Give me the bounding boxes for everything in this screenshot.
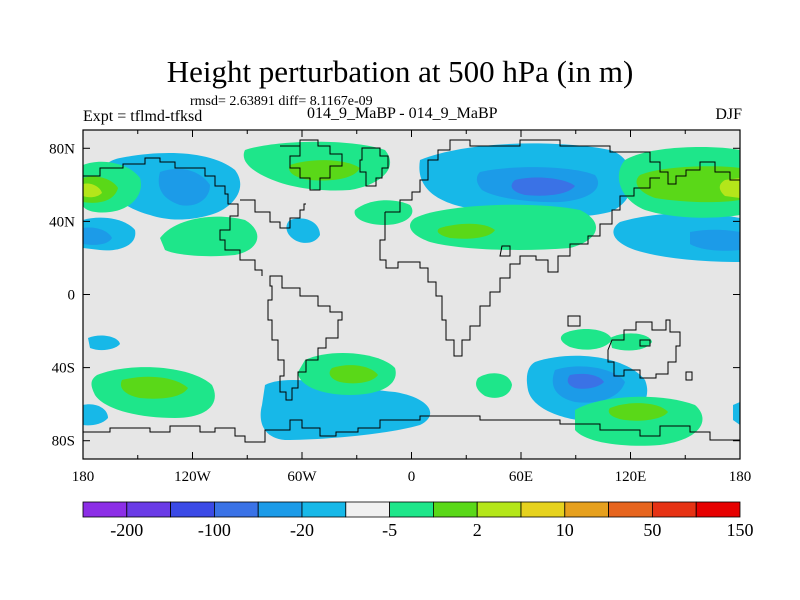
coastline: [639, 339, 651, 347]
colorbar-swatch: [257, 501, 303, 518]
lon-tick-label: 180: [729, 469, 752, 485]
lon-tick-label: 180: [72, 469, 95, 485]
colorbar-label: 10: [556, 520, 574, 540]
runs-label: 014_9_MaBP - 014_9_MaBP: [307, 105, 498, 122]
stats-line: rmsd= 2.63891 diff= 8.1167e-09: [190, 94, 373, 109]
anomaly-region: [511, 177, 575, 196]
coastline: [83, 157, 263, 276]
colorbar-swatch: [608, 501, 653, 518]
anomaly-region: [575, 396, 703, 446]
coastline: [359, 147, 389, 187]
coastline: [607, 319, 681, 379]
anomaly-region: [88, 335, 120, 351]
colorbar-label: 150: [727, 520, 754, 540]
colorbar-swatch: [389, 501, 434, 518]
lon-tick-label: 60W: [287, 469, 317, 485]
colorbar-swatch: [564, 501, 609, 518]
colorbar-label: -100: [198, 520, 231, 540]
axis-ticks: 80N 40N 0 40S 80S 180 120W 60W 0 60E 120E 180: [49, 130, 751, 485]
coastline: [567, 315, 581, 327]
plot-title: Height perturbation at 500 hPa (in m): [166, 54, 634, 89]
colorbar-swatch: [652, 501, 697, 518]
lat-tick-label: 80S: [52, 434, 75, 450]
season-label: DJF: [715, 106, 742, 123]
anomaly-region: [160, 216, 258, 257]
anomaly-region: [329, 365, 378, 384]
anomaly-region: [120, 376, 188, 399]
coastline: [385, 139, 740, 213]
lat-tick-label: 0: [68, 288, 76, 304]
lon-tick-label: 0: [408, 469, 416, 485]
lon-tick-label: 120W: [174, 469, 212, 485]
anomaly-region: [437, 223, 495, 239]
colorbar-label: -20: [290, 520, 314, 540]
lat-tick-label: 40N: [49, 214, 75, 230]
colorbar-swatch: [345, 501, 390, 518]
coastline: [499, 245, 511, 257]
experiment-label: Expt = tflmd-tfksd: [83, 108, 203, 125]
anomaly-region: [560, 329, 612, 350]
colorbar-swatch: [520, 501, 566, 518]
colorbar-label: -5: [382, 520, 397, 540]
colorbar-swatch: [301, 501, 347, 518]
lat-tick-label: 40S: [52, 361, 75, 377]
colorbar-swatch: [170, 501, 215, 518]
colorbar-label: 50: [643, 520, 661, 540]
colorbar-swatch: [213, 501, 259, 518]
anomaly-region: [613, 213, 740, 262]
coastline: [83, 415, 740, 443]
colorbar-swatch: [432, 501, 478, 518]
colorbar-swatch: [695, 501, 741, 518]
anomaly-region: [158, 168, 210, 206]
anomaly-region: [83, 404, 108, 426]
colorbar: -200 -100 -20 -5 2 10 50 150: [82, 501, 754, 540]
coastline: [240, 199, 306, 229]
lon-tick-label: 60E: [509, 469, 533, 485]
coastlines: [83, 139, 740, 443]
coastline: [685, 371, 693, 381]
anomaly-region: [719, 178, 740, 198]
anomaly-region: [608, 403, 668, 421]
anomaly-region: [690, 229, 740, 251]
anomaly-region: [636, 166, 740, 203]
anomaly-region: [567, 373, 604, 389]
anomaly-region: [354, 200, 413, 225]
anomaly-region: [83, 183, 102, 198]
colorbar-label: 2: [473, 520, 482, 540]
anomaly-region: [733, 402, 740, 425]
anomaly-region: [476, 373, 512, 398]
colorbar-swatch: [126, 501, 172, 518]
coastline: [267, 275, 343, 401]
coastline: [280, 139, 343, 191]
anomaly-region: [286, 218, 320, 243]
colorbar-swatch: [82, 501, 128, 518]
lon-tick-label: 120E: [615, 469, 647, 485]
coastline: [379, 177, 660, 357]
colorbar-label: -200: [110, 520, 143, 540]
colorbar-swatch: [476, 501, 522, 518]
lat-tick-label: 80N: [49, 141, 75, 157]
anomaly-region: [260, 380, 431, 440]
anomaly-region: [83, 227, 112, 245]
anomaly-region: [410, 204, 597, 250]
